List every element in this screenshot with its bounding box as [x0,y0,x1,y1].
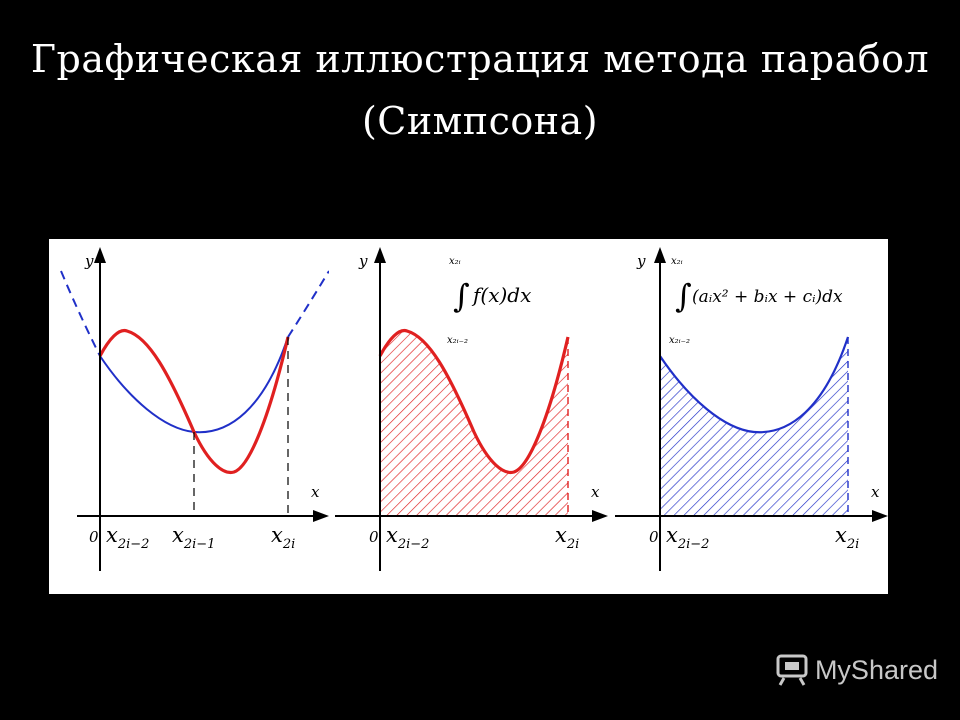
x-axis-arrow-icon [872,510,888,522]
integral-upper-limit: x₂ᵢ [671,256,683,267]
myshared-logo-icon [776,654,808,686]
integral-upper-limit: x₂ᵢ [449,256,461,267]
panel-integral-function: y x 0 x2i−2 x2i x₂ᵢ ∫ x₂ᵢ₋₂ f(x)dx [335,247,608,571]
integral-lower-limit: x₂ᵢ₋₂ [447,335,468,346]
x-axis-label: x [311,483,320,501]
tick-label-x2i-2: x2i−2 [106,523,149,552]
tick-label-x2i-2: x2i−2 [386,523,429,552]
myshared-watermark: MyShared [775,653,938,687]
y-axis-arrow-icon [94,247,106,263]
title-line-1: Графическая иллюстрация метода парабол [30,37,930,81]
integral-formula-function: x₂ᵢ ∫ x₂ᵢ₋₂ f(x)dx [447,256,531,346]
y-axis-label: y [358,252,368,270]
x-axis-arrow-icon [313,510,329,522]
parabola-hatched-area [660,337,848,516]
integrand-text: (aᵢx² + bᵢx + cᵢ)dx [692,287,843,307]
panel-curves: y x 0 x2i−2 x2i−1 x2i [60,247,329,571]
function-curve [378,328,570,475]
integral-sign-icon: ∫ [675,277,692,315]
parabola-curve [99,336,289,434]
tick-label-x2i-2: x2i−2 [666,523,709,552]
y-axis-label: y [636,252,646,270]
x-axis-label: x [591,483,600,501]
tick-label-x2i: x2i [835,523,859,552]
watermark-text: MyShared [814,654,938,685]
x-axis-arrow-icon [592,510,608,522]
origin-label: 0 [369,528,379,546]
tick-label-x2i-1: x2i−1 [172,523,215,552]
title-line-2: (Симпсона) [361,99,599,143]
slide-title: Графическая иллюстрация метода парабол (… [0,28,960,152]
x-axis-label: x [871,483,880,501]
integral-lower-limit: x₂ᵢ₋₂ [669,335,690,346]
tick-label-x2i: x2i [555,523,579,552]
origin-label: 0 [649,528,659,546]
panel-integral-parabola: y x 0 x2i−2 x2i x₂ᵢ ∫ x₂ᵢ₋₂ (aᵢx² + bᵢx … [615,247,888,571]
simpson-figure: y x 0 x2i−2 x2i−1 x2i y x 0 x2i−2 x2i x₂… [49,239,888,594]
parabola-extension-left [60,270,101,357]
tick-label-x2i: x2i [271,523,295,552]
integral-formula-parabola: x₂ᵢ ∫ x₂ᵢ₋₂ (aᵢx² + bᵢx + cᵢ)dx [669,256,843,346]
y-axis-arrow-icon [654,247,666,263]
origin-label: 0 [89,528,99,546]
function-hatched-area [380,330,568,516]
integral-sign-icon: ∫ [453,277,470,315]
simpson-diagram: y x 0 x2i−2 x2i−1 x2i y x 0 x2i−2 x2i x₂… [60,247,888,571]
parabola-curve [659,336,850,434]
integrand-text: f(x)dx [471,283,531,307]
parabola-extension-right [287,270,329,338]
y-axis-arrow-icon [374,247,386,263]
y-axis-label: y [84,252,94,270]
